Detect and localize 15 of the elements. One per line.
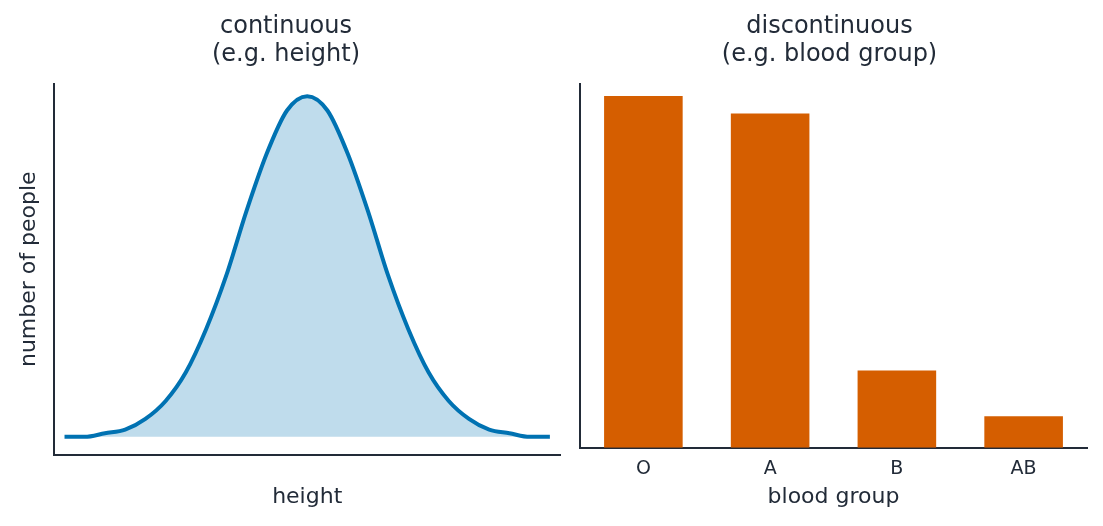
bar [604,95,683,448]
bar [857,370,937,448]
chart-title: discontinuous [746,10,913,39]
chart-subtitle: (e.g. height) [211,39,361,68]
y-axis-title: number of people [14,171,40,368]
bar [984,416,1063,448]
x-axis-title: height [272,482,343,508]
x-axis-title: blood group [767,482,900,508]
x-tick-label: O [635,456,651,479]
bar [730,113,810,448]
chart-subtitle: (e.g. blood group) [721,39,938,68]
x-tick-label: B [890,456,904,479]
x-tick-label: A [763,456,777,479]
x-tick-label: AB [1010,456,1037,479]
chart-title: continuous [220,10,352,39]
